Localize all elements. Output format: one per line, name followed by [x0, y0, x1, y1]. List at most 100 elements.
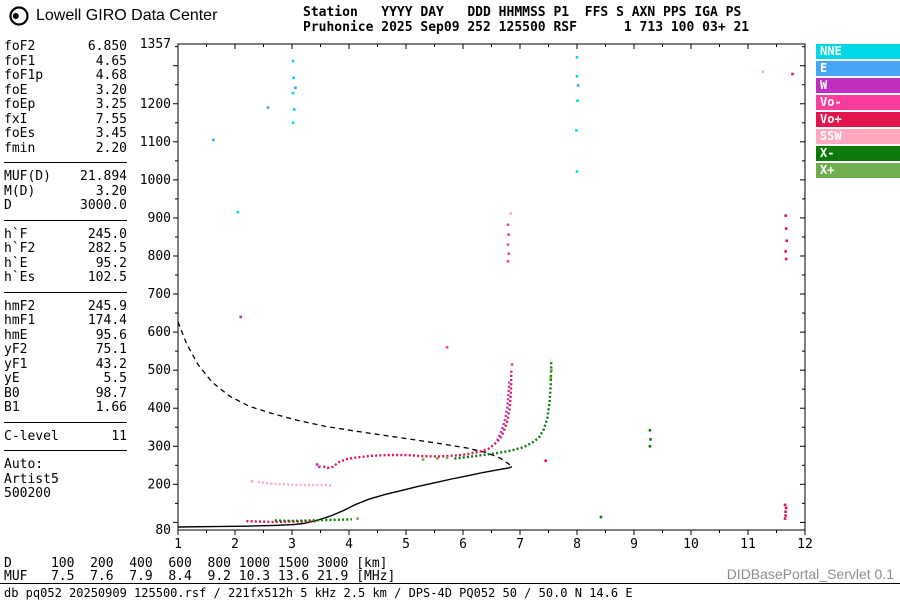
series-f-trace-west-edge — [496, 381, 511, 442]
series-f-trace-x-mode — [454, 359, 553, 460]
y-tick-label: 900 — [148, 211, 171, 226]
echo-dot — [791, 72, 794, 76]
x-tick-label: 6 — [459, 537, 467, 552]
echo-dot — [266, 106, 270, 109]
y-tick-label: 300 — [148, 439, 171, 454]
y-tick-label: 1100 — [140, 135, 171, 150]
param-row: yF2 75.1 — [4, 342, 127, 358]
param-panel: foF2 6.850 foF1 4.65 foF1p 4.68 foE 3.20 foEp 3.2… — [4, 39, 127, 502]
param-label: MUF(D) — [4, 169, 51, 184]
echo-dot — [648, 428, 652, 432]
echo-dot — [761, 70, 765, 74]
param-value: 245.9 — [87, 298, 127, 314]
param-label: M(D) — [4, 183, 36, 199]
param-row: fxI 7.55 — [4, 112, 127, 128]
param-label: Auto: — [4, 457, 44, 472]
echo-dot — [292, 76, 296, 80]
echo-dot — [445, 346, 449, 349]
echo-dot — [506, 260, 510, 263]
param-separator — [4, 162, 127, 163]
param-row: foF2 6.850 — [4, 39, 127, 55]
y-tick-label: 1200 — [140, 97, 171, 112]
distance-row: D 100 200 400 600 800 1000 1500 3000 [km… — [4, 556, 388, 571]
muf-row: MUF 7.5 7.6 7.9 8.4 9.2 10.3 13.6 21.9 [… — [4, 569, 396, 584]
echo-legend: NNE E W Vo- Vo+ SSW X- X+ — [816, 44, 900, 180]
echo-dot — [315, 463, 319, 466]
param-label: foEs — [4, 126, 36, 141]
param-row: hmF2 245.9 — [4, 298, 127, 315]
giro-logo-icon — [9, 6, 29, 26]
param-label: foF1p — [4, 68, 44, 83]
param-value: 43.2 — [95, 356, 127, 372]
param-value: 1.66 — [95, 400, 127, 415]
param-label: h`F — [4, 226, 28, 242]
legend-item-x: X- — [816, 146, 900, 161]
echo-dot — [445, 456, 449, 459]
echo-dot — [421, 458, 425, 461]
y-tick-label: 1000 — [140, 173, 171, 188]
param-label: h`F2 — [4, 241, 36, 256]
echo-dot — [212, 138, 215, 142]
param-value: 3.20 — [95, 82, 127, 98]
param-label: fmin — [4, 140, 36, 156]
param-group: C-level 11 — [4, 428, 127, 445]
echo-dot — [784, 227, 788, 230]
param-label: foE — [4, 82, 28, 98]
param-row: MUF(D) 21.894 — [4, 169, 127, 185]
param-label: yF2 — [4, 342, 28, 357]
y-tick-label: 500 — [148, 363, 171, 378]
legend-item-x: X+ — [816, 163, 900, 178]
param-row: foE 3.20 — [4, 82, 127, 99]
param-value: 21.894 — [80, 169, 127, 184]
param-value: 282.5 — [87, 241, 127, 256]
param-value: 95.2 — [95, 255, 127, 271]
echo-dot — [509, 212, 513, 215]
echo-dot — [648, 444, 652, 448]
x-tick-label: 10 — [683, 537, 699, 552]
x-tick-label: 7 — [516, 537, 524, 552]
legend-item-ssw: SSW — [816, 129, 900, 144]
echo-dot — [507, 252, 510, 255]
param-row: foF1 4.65 — [4, 53, 127, 70]
echo-dot — [291, 121, 295, 125]
echo-dot — [649, 438, 652, 441]
param-row: yF1 43.2 — [4, 356, 127, 373]
x-tick-label: 5 — [402, 537, 410, 552]
echo-dot — [576, 84, 580, 87]
param-group: foF2 6.850 foF1 4.65 foF1p 4.68 foE 3.20 foEp 3.2… — [4, 39, 127, 156]
param-row: hmE 95.6 — [4, 327, 127, 344]
y-tick-label: 80 — [155, 523, 171, 538]
echo-dot — [783, 517, 787, 520]
y-tick-label: 600 — [148, 325, 171, 340]
param-value: 98.7 — [95, 385, 127, 401]
param-label: Artist5 — [4, 471, 59, 487]
param-group: Auto: Artist5 500200 — [4, 457, 127, 502]
echo-dot — [291, 59, 295, 63]
param-label: foF1 — [4, 53, 36, 69]
param-value: 3.45 — [95, 126, 127, 141]
param-value: 3.25 — [95, 97, 127, 112]
param-value: 3.20 — [95, 183, 127, 199]
param-label: hmF1 — [4, 313, 36, 328]
series-es-second-hop — [257, 480, 333, 487]
echo-dot — [292, 108, 296, 111]
param-value: 245.0 — [87, 226, 127, 242]
param-row: C-level 11 — [4, 428, 127, 445]
param-value: 3000.0 — [80, 198, 127, 213]
y-tick-label: 800 — [148, 249, 171, 264]
param-row: D 3000.0 — [4, 198, 127, 214]
param-value: 5.5 — [103, 371, 127, 386]
param-separator — [4, 421, 127, 423]
echo-dot — [544, 459, 547, 463]
param-label: C-level — [4, 428, 59, 444]
echo-dot — [239, 315, 242, 319]
param-label: hmE — [4, 327, 28, 343]
param-row: yE 5.5 — [4, 371, 127, 387]
x-tick-label: 4 — [345, 537, 353, 552]
param-value: 4.65 — [95, 53, 127, 69]
status-line: db pq052 20250909 125500.rsf / 221fx512h… — [4, 586, 633, 600]
echo-dot — [784, 506, 788, 510]
param-row: B0 98.7 — [4, 385, 127, 402]
series-f-trace-o-mode — [322, 370, 513, 470]
